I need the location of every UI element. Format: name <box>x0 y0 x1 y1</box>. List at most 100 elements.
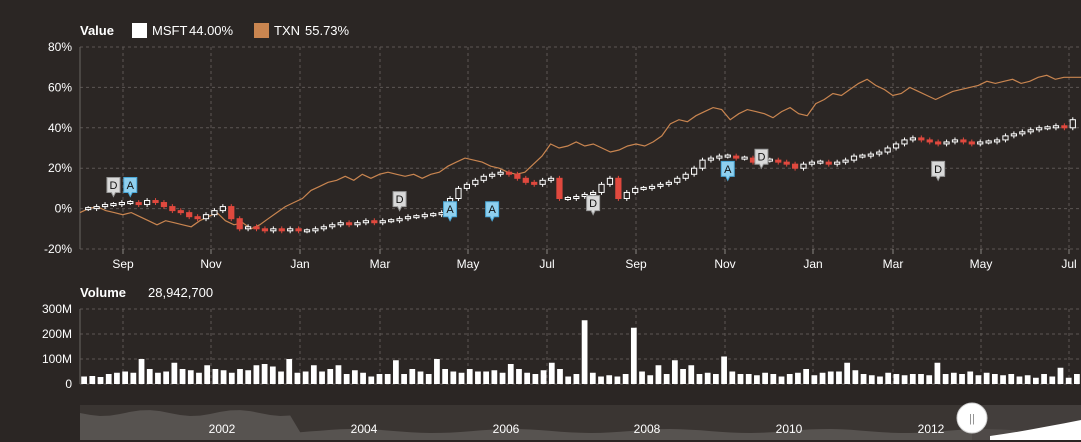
volume-bar[interactable] <box>409 369 416 384</box>
volume-bar[interactable] <box>302 371 309 385</box>
volume-bar[interactable] <box>1057 367 1064 384</box>
msft-candle[interactable] <box>985 139 992 145</box>
msft-candle[interactable] <box>202 212 210 222</box>
msft-candle[interactable] <box>598 181 605 195</box>
volume-bar[interactable] <box>598 376 604 385</box>
msft-candle[interactable] <box>371 218 378 226</box>
volume-bar[interactable] <box>573 374 580 384</box>
event-flag-a[interactable]: A <box>123 176 138 198</box>
volume-bar[interactable] <box>606 375 613 384</box>
volume-bar[interactable] <box>909 374 916 384</box>
msft-candle[interactable] <box>236 216 243 232</box>
msft-candle[interactable] <box>1052 123 1060 131</box>
volume-bar[interactable] <box>327 369 334 384</box>
navigator[interactable]: 2002 2004 2006 2008 2010 2012 2014 || <box>80 402 1081 440</box>
volume-bar[interactable] <box>713 374 719 384</box>
volume-bar[interactable] <box>918 374 924 384</box>
volume-bar[interactable] <box>589 372 596 384</box>
volume-bar[interactable] <box>934 362 941 384</box>
volume-bar[interactable] <box>671 360 678 384</box>
legend-name-txn[interactable]: TXN <box>274 23 300 38</box>
msft-candle[interactable] <box>791 161 799 171</box>
msft-candle[interactable] <box>993 137 1001 145</box>
volume-bar[interactable] <box>647 375 654 384</box>
event-flag-a[interactable]: A <box>485 201 500 222</box>
volume-bar[interactable] <box>269 366 276 385</box>
volume-bar[interactable] <box>950 372 957 384</box>
volume-bar[interactable] <box>237 369 243 384</box>
msft-candle[interactable] <box>926 137 933 145</box>
msft-candle[interactable] <box>682 171 689 181</box>
volume-bar[interactable] <box>187 370 194 384</box>
volume-bar[interactable] <box>507 364 514 384</box>
volume-bar[interactable] <box>942 374 949 384</box>
msft-candle[interactable] <box>539 177 546 187</box>
volume-bar[interactable] <box>721 356 727 385</box>
msft-candle[interactable] <box>606 175 614 187</box>
msft-candle[interactable] <box>455 185 462 201</box>
event-flag-d[interactable]: D <box>931 160 946 182</box>
volume-bar[interactable] <box>754 375 760 384</box>
volume-bar[interactable] <box>212 369 219 384</box>
msft-candle[interactable] <box>228 204 235 222</box>
volume-bar[interactable] <box>1065 377 1072 384</box>
volume-bar[interactable] <box>729 371 736 385</box>
msft-candle[interactable] <box>850 153 858 163</box>
msft-candle[interactable] <box>320 224 327 232</box>
volume-bar[interactable] <box>253 365 260 384</box>
volume-bar[interactable] <box>967 371 974 385</box>
msft-candle[interactable] <box>674 175 681 185</box>
volume-bar[interactable] <box>245 370 252 384</box>
volume-bar[interactable] <box>1049 376 1056 385</box>
msft-candle[interactable] <box>505 169 513 177</box>
volume-bar[interactable] <box>81 376 87 385</box>
msft-candle[interactable] <box>918 135 925 143</box>
msft-candle[interactable] <box>909 135 917 143</box>
volume-bar[interactable] <box>1008 374 1015 384</box>
msft-candle[interactable] <box>278 226 285 234</box>
msft-candle[interactable] <box>169 204 176 214</box>
msft-candle[interactable] <box>547 175 555 183</box>
event-flag-a[interactable]: A <box>443 201 458 222</box>
msft-candle[interactable] <box>817 159 824 165</box>
volume-bar[interactable] <box>89 376 96 384</box>
volume-bar[interactable] <box>483 371 490 385</box>
volume-bar[interactable] <box>762 372 768 384</box>
msft-candle[interactable] <box>127 200 134 205</box>
msft-candle[interactable] <box>388 218 395 224</box>
msft-candle[interactable] <box>186 210 193 220</box>
volume-bar[interactable] <box>179 369 186 384</box>
volume-bar[interactable] <box>885 372 892 384</box>
volume-bar[interactable] <box>425 374 432 384</box>
msft-candle[interactable] <box>951 137 959 145</box>
volume-bar[interactable] <box>991 374 998 384</box>
msft-candle[interactable] <box>876 149 883 157</box>
volume-bar[interactable] <box>622 374 629 384</box>
msft-candle[interactable] <box>93 204 100 212</box>
msft-candle[interactable] <box>842 157 849 165</box>
msft-candle[interactable] <box>556 175 563 201</box>
event-flag-d[interactable]: D <box>754 148 769 170</box>
volume-bar[interactable] <box>1033 377 1039 384</box>
volume-bar[interactable] <box>335 365 342 384</box>
volume-bar[interactable] <box>795 372 801 384</box>
volume-bar[interactable] <box>852 370 859 384</box>
msft-candle[interactable] <box>303 228 311 234</box>
msft-candle[interactable] <box>724 153 731 159</box>
volume-bar[interactable] <box>499 372 506 384</box>
volume-bar[interactable] <box>778 376 785 385</box>
volume-bar[interactable] <box>557 369 563 384</box>
msft-candle[interactable] <box>101 202 109 210</box>
volume-bar[interactable] <box>1074 374 1080 384</box>
msft-candle[interactable] <box>657 181 664 189</box>
volume-bar[interactable] <box>343 374 350 384</box>
volume-bar[interactable] <box>319 371 325 385</box>
msft-candle[interactable] <box>261 226 269 234</box>
volume-bar[interactable] <box>1016 376 1023 385</box>
msft-candle[interactable] <box>960 137 967 145</box>
volume-bar[interactable] <box>376 374 383 384</box>
msft-candle[interactable] <box>648 183 656 191</box>
volume-bar[interactable] <box>146 369 153 384</box>
msft-candle[interactable] <box>329 222 336 230</box>
volume-bar[interactable] <box>286 359 293 384</box>
